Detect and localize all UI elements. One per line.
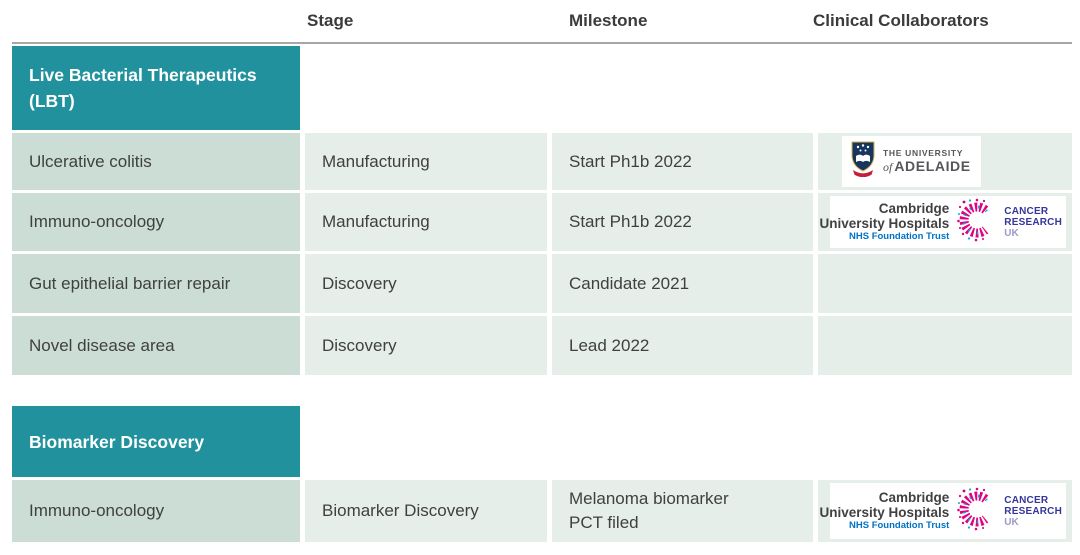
cruk-line3: UK bbox=[1004, 227, 1019, 239]
milestone-text: Melanoma biomarker bbox=[569, 489, 729, 508]
stage-cell: Discovery bbox=[305, 316, 547, 375]
stage-cell: Discovery bbox=[305, 254, 547, 313]
collaborators-cell: THE UNIVERSITY of ADELAIDE bbox=[818, 133, 1072, 190]
collaborators-cell bbox=[818, 254, 1072, 313]
cruk-line2: RESEARCH bbox=[1004, 216, 1062, 228]
milestone-text-line2: PCT filed bbox=[569, 513, 639, 532]
table-row: Ulcerative colitis Manufacturing Start P… bbox=[0, 133, 1080, 190]
section-header-biomarker-discovery: Biomarker Discovery bbox=[12, 406, 300, 477]
adelaide-of: of bbox=[883, 160, 893, 174]
cuh-line2: University Hospitals bbox=[819, 216, 950, 231]
milestone-cell: Candidate 2021 bbox=[552, 254, 813, 313]
cruk-line1: CANCER bbox=[1004, 494, 1049, 506]
milestone-text: Lead 2022 bbox=[569, 335, 650, 355]
milestone-cell: Start Ph1b 2022 bbox=[552, 133, 813, 190]
milestone-text: Candidate 2021 bbox=[569, 273, 690, 293]
stage-cell: Manufacturing bbox=[305, 193, 547, 251]
collaborator-logos: Cambridge University Hospitals NHS Found… bbox=[819, 483, 1066, 539]
table-row: Immuno-oncology Biomarker Discovery Mela… bbox=[0, 480, 1080, 542]
program-cell: Immuno-oncology bbox=[12, 480, 300, 542]
table-row: Immuno-oncology Manufacturing Start Ph1b… bbox=[0, 193, 1080, 251]
table-row: Novel disease area Discovery Lead 2022 bbox=[0, 316, 1080, 375]
program-cell: Novel disease area bbox=[12, 316, 300, 375]
adelaide-logo-text: THE UNIVERSITY of ADELAIDE bbox=[883, 148, 971, 175]
milestone-text: Start Ph1b 2022 bbox=[569, 212, 692, 231]
cruk-line1: CANCER bbox=[1004, 205, 1049, 217]
adelaide-line1: THE UNIVERSITY bbox=[883, 148, 964, 158]
milestone-cell: Melanoma biomarker PCT filed bbox=[552, 480, 813, 542]
stage-cell: Biomarker Discovery bbox=[305, 480, 547, 542]
column-header-stage: Stage bbox=[307, 11, 354, 30]
cruk-logo-text: CANCER RESEARCH UK bbox=[1004, 495, 1062, 528]
cruk-line3: UK bbox=[1004, 516, 1019, 528]
cancer-research-uk-logo: CANCER RESEARCH UK bbox=[956, 487, 1062, 536]
cancer-research-uk-logo: CANCER RESEARCH UK bbox=[956, 198, 1062, 247]
collaborators-cell: Cambridge University Hospitals NHS Found… bbox=[818, 480, 1072, 542]
cambridge-university-hospitals-logo: Cambridge University Hospitals NHS Found… bbox=[819, 201, 949, 243]
collaborator-logos: Cambridge University Hospitals NHS Found… bbox=[819, 196, 1066, 248]
cruk-c-icon bbox=[956, 487, 1002, 536]
column-header-clinical-collaborators: Clinical Collaborators bbox=[813, 11, 989, 30]
university-of-adelaide-logo: THE UNIVERSITY of ADELAIDE bbox=[842, 136, 981, 187]
milestone-text: Start Ph1b 2022 bbox=[569, 151, 692, 171]
cuh-line1: Cambridge bbox=[878, 490, 950, 505]
program-cell: Gut epithelial barrier repair bbox=[12, 254, 300, 313]
milestone-cell: Start Ph1b 2022 bbox=[552, 193, 813, 251]
stage-cell: Manufacturing bbox=[305, 133, 547, 190]
header-divider bbox=[12, 42, 1072, 44]
milestone-cell: Lead 2022 bbox=[552, 316, 813, 375]
collaborators-cell bbox=[818, 316, 1072, 375]
program-cell: Ulcerative colitis bbox=[12, 133, 300, 190]
adelaide-line2: of ADELAIDE bbox=[883, 159, 971, 175]
column-header-milestone: Milestone bbox=[569, 11, 648, 30]
program-cell: Immuno-oncology bbox=[12, 193, 300, 251]
cuh-nhs-line: NHS Foundation Trust bbox=[849, 231, 950, 242]
table-row: Gut epithelial barrier repair Discovery … bbox=[0, 254, 1080, 313]
section-header-live-bacterial-therapeutics: Live Bacterial Therapeutics (LBT) bbox=[12, 46, 300, 130]
adelaide-name: ADELAIDE bbox=[894, 158, 971, 174]
collaborators-cell: Cambridge University Hospitals NHS Found… bbox=[818, 193, 1072, 251]
cruk-logo-text: CANCER RESEARCH UK bbox=[1004, 206, 1062, 239]
cuh-line1: Cambridge bbox=[878, 201, 950, 216]
cruk-line2: RESEARCH bbox=[1004, 505, 1062, 517]
cruk-c-icon bbox=[956, 198, 1002, 247]
adelaide-crest-icon bbox=[850, 141, 876, 182]
cuh-nhs-line: NHS Foundation Trust bbox=[849, 520, 950, 531]
cambridge-university-hospitals-logo: Cambridge University Hospitals NHS Found… bbox=[819, 490, 949, 532]
cuh-line2: University Hospitals bbox=[819, 505, 950, 520]
